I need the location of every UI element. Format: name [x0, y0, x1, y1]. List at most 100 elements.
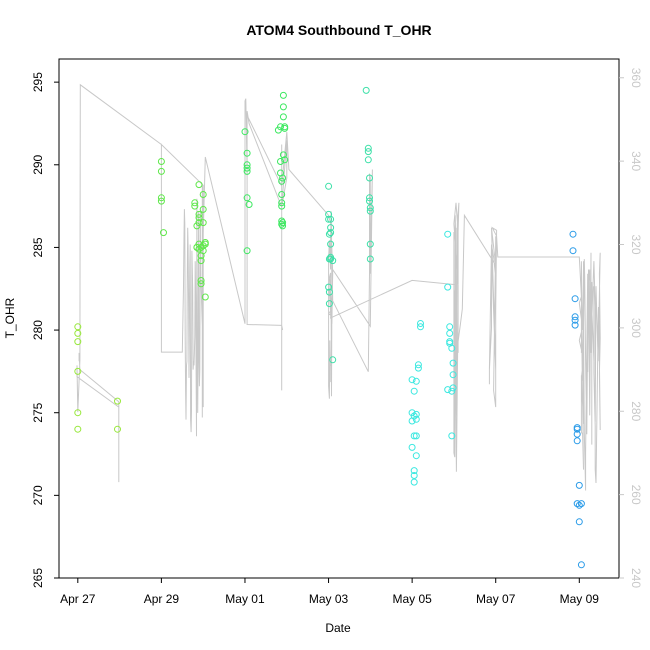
data-point	[278, 191, 286, 198]
data-point	[571, 295, 579, 303]
data-point	[410, 467, 418, 475]
data-point	[417, 320, 424, 327]
y2-tick-label: 320	[629, 234, 643, 254]
data-point	[243, 161, 251, 169]
data-point	[195, 214, 203, 222]
series-group	[569, 230, 585, 569]
y2-tick-label: 340	[629, 151, 643, 171]
data-point	[157, 194, 165, 202]
x-tick-label: May 01	[225, 592, 265, 606]
data-point	[74, 425, 82, 433]
data-point	[157, 158, 165, 165]
data-point	[446, 329, 454, 337]
data-point	[201, 240, 209, 248]
y2-tick-label: 280	[629, 401, 643, 421]
y2-tick-label: 300	[629, 318, 643, 338]
data-point	[279, 113, 287, 121]
data-point	[243, 167, 251, 175]
data-point	[325, 230, 333, 238]
data-point	[444, 283, 452, 291]
data-point	[195, 245, 203, 253]
x-tick-label: Apr 29	[144, 592, 180, 606]
data-point	[243, 194, 251, 202]
y2-tick-label: 260	[629, 485, 643, 505]
data-point	[408, 417, 416, 425]
data-point	[366, 194, 373, 202]
data-point	[74, 367, 82, 375]
data-point	[366, 255, 374, 263]
data-point	[199, 191, 207, 198]
plot-frame	[58, 58, 620, 579]
data-point	[327, 224, 335, 232]
y-axis-right: 240 260 280 300 320 340 360	[619, 68, 643, 588]
data-point	[444, 386, 452, 394]
data-point	[414, 361, 422, 369]
data-point	[329, 356, 337, 364]
data-point	[160, 229, 167, 237]
data-point	[201, 293, 209, 301]
data-point	[408, 443, 416, 451]
y-tick-label: 270	[31, 485, 45, 505]
data-point	[412, 432, 420, 440]
data-point	[410, 478, 418, 486]
data-point	[325, 300, 333, 308]
data-point	[448, 387, 456, 395]
data-point	[279, 91, 287, 99]
data-point	[74, 338, 82, 346]
data-point	[414, 364, 422, 372]
data-point	[325, 288, 333, 296]
data-point	[74, 323, 82, 331]
data-point	[417, 323, 424, 331]
data-point	[279, 222, 287, 230]
data-point	[364, 144, 372, 152]
x-axis: Apr 27 Apr 29 May 01 May 03 May 05 May 07 May …	[60, 578, 599, 606]
data-point	[410, 387, 418, 395]
data-point	[412, 415, 420, 423]
x-tick-label: May 09	[560, 592, 600, 606]
data-point	[193, 243, 201, 251]
data-point	[444, 230, 452, 238]
data-point	[279, 151, 287, 159]
data-point	[327, 240, 335, 248]
data-point	[114, 425, 121, 433]
data-point	[243, 247, 251, 255]
data-point	[245, 201, 253, 208]
data-point	[366, 197, 373, 205]
y-tick-label: 275	[31, 402, 45, 422]
y-tick-label: 280	[31, 320, 45, 340]
data-point	[446, 323, 454, 331]
series-group	[408, 230, 457, 486]
data-point	[327, 229, 335, 237]
data-point	[446, 338, 454, 346]
data-point	[243, 164, 251, 172]
data-point	[197, 280, 205, 288]
data-point	[573, 437, 581, 445]
data-point	[199, 205, 207, 213]
data-point	[281, 156, 289, 164]
data-point	[325, 182, 333, 190]
data-point	[157, 167, 165, 175]
data-point	[448, 432, 456, 440]
y-tick-label: 295	[31, 72, 45, 92]
data-point	[114, 397, 121, 405]
y-tick-label: 290	[31, 154, 45, 174]
x-tick-label: Apr 27	[60, 592, 96, 606]
data-point	[325, 283, 333, 291]
data-point	[195, 219, 203, 227]
data-point	[366, 240, 374, 248]
data-point	[571, 313, 579, 321]
data-point	[366, 174, 373, 182]
data-point	[448, 344, 456, 352]
data-point	[410, 432, 418, 440]
data-point	[412, 377, 420, 385]
data-point	[329, 257, 337, 265]
chart-title: ATOM4 Southbound T_OHR	[246, 22, 431, 38]
data-point	[279, 219, 287, 227]
series-group	[74, 323, 121, 433]
data-point	[279, 174, 287, 182]
data-point	[569, 230, 577, 238]
data-point	[412, 410, 420, 418]
y-tick-label: 285	[31, 237, 45, 257]
data-point	[327, 215, 335, 223]
